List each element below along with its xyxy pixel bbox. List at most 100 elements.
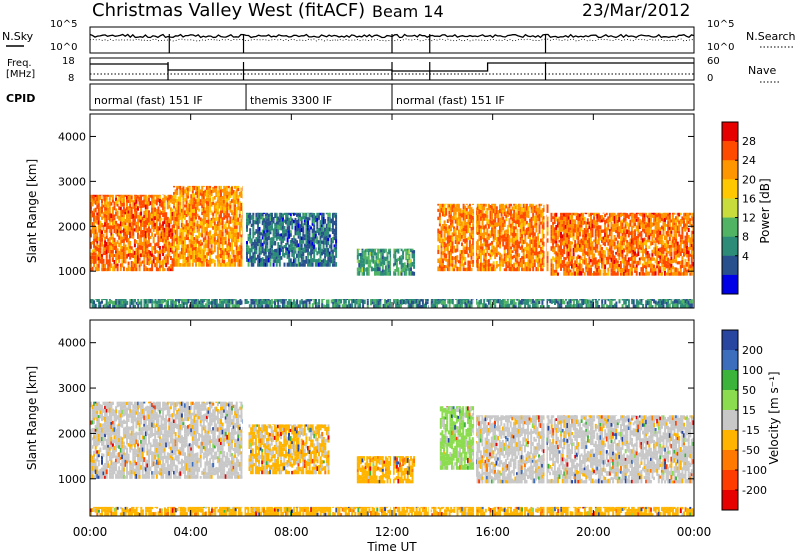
data-cell [503,261,506,264]
data-cell [413,261,416,265]
data-cell [510,227,513,232]
data-cell [464,205,467,210]
data-cell [642,263,644,267]
data-cell [687,264,690,269]
data-cell [130,261,133,265]
data-cell [510,213,513,217]
data-cell [662,240,665,245]
data-cell [499,260,501,264]
data-cell [619,253,622,257]
data-cell [686,245,689,250]
data-cell [564,212,567,217]
data-cell [216,206,219,212]
data-cell [230,300,232,305]
data-cell [166,259,169,265]
data-cell [101,241,103,247]
data-cell [546,208,549,213]
data-cell [108,248,111,252]
data-cell [133,228,136,232]
data-cell [119,299,122,301]
data-cell [102,194,105,197]
data-cell [667,244,670,249]
data-cell [314,215,317,220]
data-cell [634,218,637,223]
data-cell [411,271,414,276]
data-cell [193,226,196,230]
data-cell [148,233,150,237]
data-cell [653,214,655,219]
data-cell [300,256,303,260]
data-cell [246,212,248,215]
data-cell [138,242,141,245]
data-cell [146,261,149,265]
data-cell [143,254,146,258]
data-cell [457,234,460,238]
data-cell [626,263,629,268]
data-cell [232,208,235,212]
data-cell [467,253,470,258]
data-cell [553,232,556,236]
data-cell [182,302,185,306]
data-cell [250,304,253,308]
data-cell [400,272,403,276]
data-cell [289,233,292,237]
data-cell [578,258,581,264]
data-cell [516,228,519,233]
data-cell [191,251,194,255]
data-cell [492,225,495,230]
data-cell [191,247,194,252]
data-cell [675,267,678,272]
data-cell [505,246,508,250]
data-cell [307,246,309,249]
data-cell [599,229,602,233]
data-cell [543,225,546,230]
data-cell [483,253,486,259]
data-cell [645,212,648,218]
data-cell [127,213,130,218]
data-cell [255,229,258,234]
data-cell [300,224,303,228]
data-cell [684,235,687,239]
data-cell [687,234,690,239]
data-cell [638,260,641,265]
data-cell [324,240,327,245]
data-cell [671,214,674,218]
data-cell [199,192,202,196]
data-cell [180,239,183,245]
data-cell [204,226,207,232]
data-cell [133,222,136,226]
data-cell [275,232,278,237]
data-cell [93,208,96,213]
data-cell [645,232,648,237]
data-cell [656,238,659,243]
data-cell [280,215,283,220]
data-cell [564,238,567,243]
data-cell [240,223,243,228]
data-cell [116,203,119,207]
data-cell [667,229,670,234]
data-cell [437,233,440,237]
data-cell [205,231,208,236]
data-cell [648,222,651,228]
data-cell [159,299,162,304]
data-cell [619,212,622,214]
data-cell [204,236,207,241]
data-cell [195,223,197,227]
data-cell [560,259,562,264]
data-cell [180,187,183,193]
data-cell [500,257,503,262]
data-cell [143,267,146,272]
data-cell [231,246,233,251]
data-cell [564,221,567,225]
data-cell [191,236,194,241]
data-cell [472,223,475,227]
data-cell [263,230,266,234]
data-cell [681,220,684,224]
data-cell [151,220,154,225]
data-cell [174,260,177,264]
data-cell [605,256,608,260]
data-cell [450,260,452,264]
data-cell [126,210,128,215]
data-cell [253,231,256,236]
data-cell [370,253,373,258]
